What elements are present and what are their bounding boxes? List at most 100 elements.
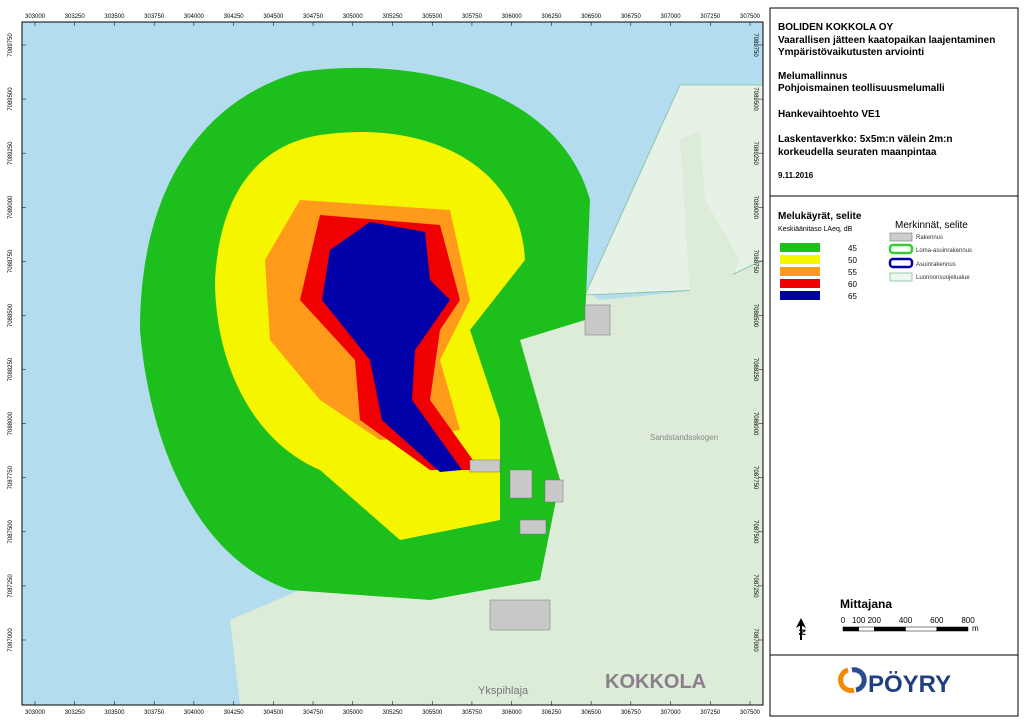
y-coord-label: 7088000 <box>752 412 758 436</box>
symbol-legend-title: Merkinnät, selite <box>895 220 968 231</box>
legend-swatch <box>780 279 820 288</box>
x-coord-label: 307000 <box>661 710 682 716</box>
scale-segment <box>858 626 875 632</box>
x-coord-label: 303250 <box>65 710 86 716</box>
scale-label: 100 <box>852 616 866 625</box>
symbol <box>889 232 913 242</box>
buildings <box>469 304 611 631</box>
y-coord-label: 7087750 <box>752 466 758 490</box>
y-coord-label: 7089500 <box>752 87 758 111</box>
scale-label: 600 <box>930 616 944 625</box>
x-coord-label: 304000 <box>184 14 205 20</box>
legend-swatch <box>780 267 820 276</box>
logo: PÖYRY <box>868 671 951 698</box>
symbol <box>889 272 913 282</box>
alternative: Hankevaihtoehto VE1 <box>778 109 881 120</box>
grid-text: Laskentaverkko: 5x5m:n välein 2m:n <box>778 134 953 145</box>
x-coord-label: 303000 <box>25 710 46 716</box>
scale-label: 400 <box>899 616 913 625</box>
symbol <box>888 243 914 255</box>
legend-label: 60 <box>848 280 857 289</box>
legend-swatch <box>780 255 820 264</box>
y-coord-label: 7089000 <box>752 196 758 220</box>
x-coord-label: 303500 <box>104 710 125 716</box>
coordinates: 303000 303000 303250 303250 303500 303500 3037… <box>8 14 763 716</box>
x-coord-label: 305250 <box>382 710 403 716</box>
legend-label: 45 <box>848 244 857 253</box>
y-coord-label: 7088500 <box>8 303 14 327</box>
x-coord-label: 305250 <box>382 14 403 20</box>
y-coord-label: 7087250 <box>8 574 14 598</box>
y-coord-label: 7088750 <box>8 249 14 273</box>
map-label: KOKKOLA <box>605 671 706 693</box>
x-coord-label: 304250 <box>224 14 245 20</box>
y-coord-label: 7087500 <box>8 519 14 543</box>
x-coord-label: 306250 <box>541 14 562 20</box>
x-coord-label: 306750 <box>621 14 642 20</box>
x-coord-label: 307250 <box>700 710 721 716</box>
symbol-label: Luonnonsuojelualue <box>916 275 970 281</box>
model: Melumallinnus <box>778 71 848 82</box>
y-coord-label: 7087000 <box>752 628 758 652</box>
y-coord-label: 7088000 <box>8 411 14 435</box>
scale-segment <box>905 626 937 632</box>
noise-legend: 45 50 55 60 65 <box>780 243 857 301</box>
map-label: Sandstandsskogen <box>650 433 718 442</box>
x-coord-label: 303250 <box>65 14 86 20</box>
model: Pohjoismainen teollisuusmelumalli <box>778 83 945 94</box>
legend-label: 65 <box>848 292 857 301</box>
x-coord-label: 306250 <box>541 710 562 716</box>
logo-mark <box>838 667 855 693</box>
symbol-label: Asuinrakennus <box>916 262 956 268</box>
symbol-label: Rakennus <box>916 235 943 241</box>
x-coord-label: 304750 <box>303 710 324 716</box>
scale-label: 0 <box>841 616 846 625</box>
y-coord-label: 7088500 <box>752 304 758 328</box>
x-coord-label: 304500 <box>263 710 284 716</box>
x-coord-label: 305750 <box>462 14 483 20</box>
x-coord-label: 305500 <box>422 14 443 20</box>
symbol <box>888 257 914 269</box>
x-coord-label: 305000 <box>343 710 364 716</box>
y-coord-label: 7089250 <box>752 142 758 166</box>
scale-segment <box>842 626 859 632</box>
date: 9.11.2016 <box>778 171 814 180</box>
y-coord-label: 7088250 <box>8 357 14 381</box>
x-coord-label: 307000 <box>661 14 682 20</box>
x-coord-label: 307500 <box>740 710 761 716</box>
y-coord-label: 7089750 <box>752 33 758 57</box>
scale-unit: m <box>972 624 979 633</box>
logo-mark <box>851 667 867 693</box>
legend-label: 50 <box>848 256 857 265</box>
x-coord-label: 304500 <box>263 14 284 20</box>
x-coord-label: 307500 <box>740 14 761 20</box>
x-coord-label: 305750 <box>462 710 483 716</box>
x-coord-label: 305000 <box>343 14 364 20</box>
scale-segment <box>874 626 906 632</box>
x-coord-label: 303000 <box>25 14 46 20</box>
project: Ympäristövaikutusten arviointi <box>778 47 924 58</box>
north-label: N <box>797 629 807 636</box>
x-coord-label: 304000 <box>184 710 205 716</box>
x-coord-label: 306500 <box>581 710 602 716</box>
x-coord-label: 306000 <box>502 710 523 716</box>
y-coord-label: 7088250 <box>752 358 758 382</box>
y-coord-label: 7087750 <box>8 465 14 489</box>
y-coord-label: 7089000 <box>8 195 14 219</box>
y-coord-label: 7087000 <box>8 628 14 652</box>
legend-label: 55 <box>848 268 857 277</box>
y-coord-label: 7089750 <box>8 33 14 57</box>
symbol-label: Loma-asuinrakennus <box>916 248 972 254</box>
x-coord-label: 306000 <box>502 14 523 20</box>
noise-contour <box>322 222 462 472</box>
noise-legend-title: Melukäyrät, selite <box>778 211 862 222</box>
scale-segment <box>936 626 969 632</box>
y-coord-label: 7089250 <box>8 141 14 165</box>
project: Vaarallisen jätteen kaatopaikan laajenta… <box>778 35 995 46</box>
x-coord-label: 305500 <box>422 710 443 716</box>
legend-swatch <box>780 243 820 252</box>
scale-title: Mittajana <box>840 597 892 611</box>
x-coord-label: 304750 <box>303 14 324 20</box>
